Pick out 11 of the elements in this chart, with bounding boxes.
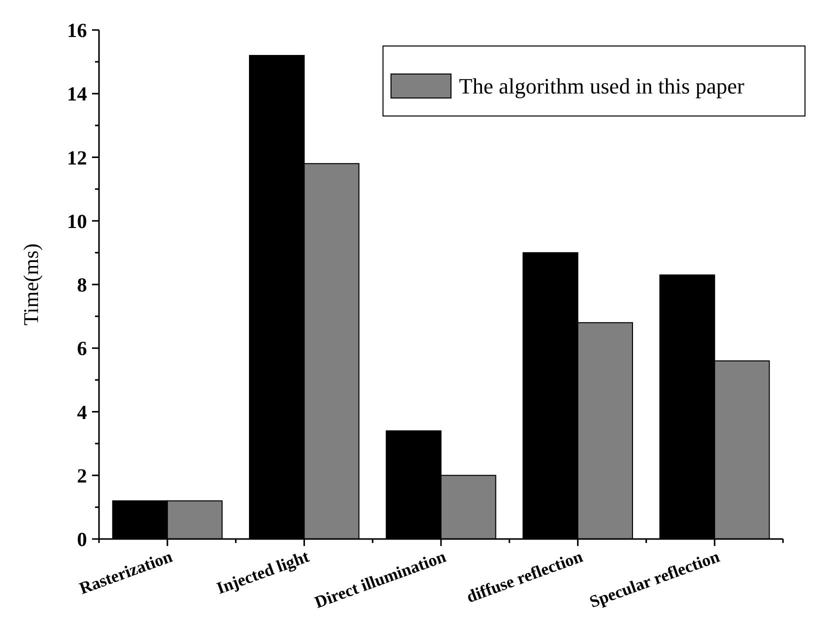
y-tick-label: 6 [77, 338, 87, 360]
y-tick-label: 4 [77, 402, 87, 424]
y-axis-title: Time(ms) [19, 243, 43, 326]
y-tick-label: 8 [77, 274, 87, 296]
y-tick-label: 10 [67, 210, 87, 233]
y-tick-label: 12 [67, 147, 87, 170]
y-tick-label: 2 [77, 465, 87, 488]
legend-label: The algorithm used in this paper [459, 74, 745, 99]
y-tick-label: 16 [67, 20, 87, 42]
y-tick-label: 14 [67, 84, 87, 106]
y-tick-label: 0 [77, 529, 87, 551]
